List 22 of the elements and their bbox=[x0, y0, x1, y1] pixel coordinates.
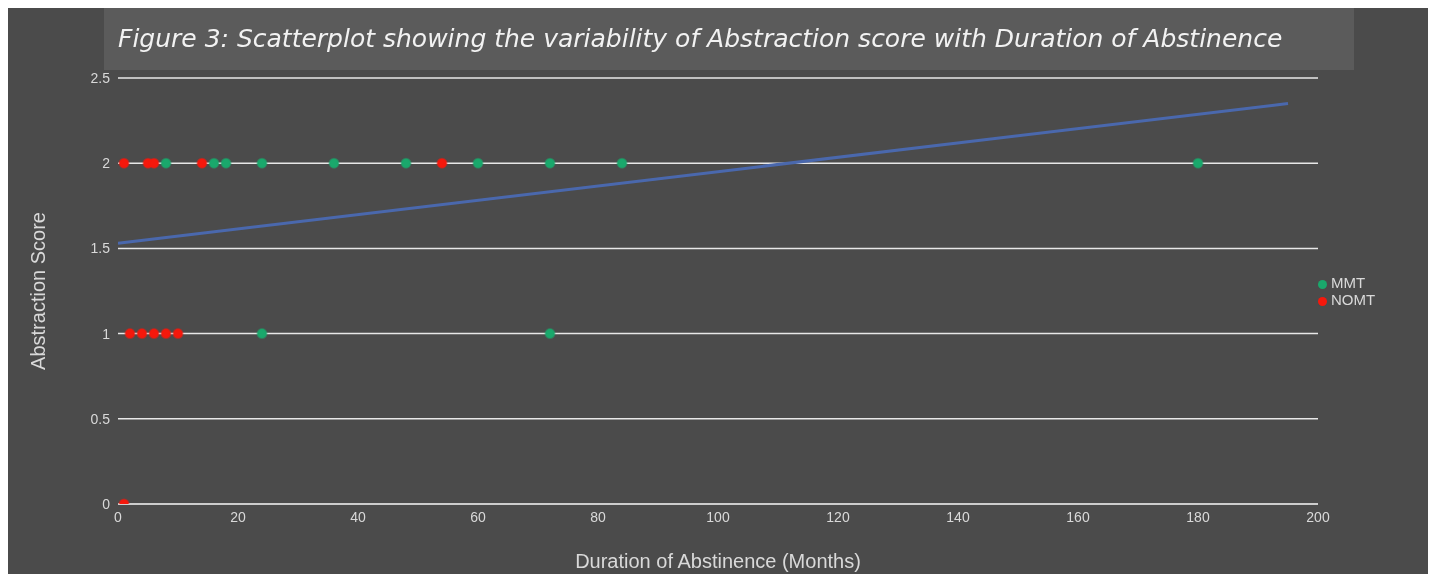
y-tick-label: 1.5 bbox=[90, 240, 111, 257]
x-tick-label: 40 bbox=[350, 508, 366, 525]
x-tick-label: 180 bbox=[1186, 508, 1210, 525]
y-tick-label: 0 bbox=[102, 495, 111, 512]
x-tick-label: 20 bbox=[230, 508, 246, 525]
chart-title: Figure 3: Scatterplot showing the variability of Abstraction score with Duration of Abstinence bbox=[104, 8, 1354, 70]
x-tick-label: 160 bbox=[1066, 508, 1090, 525]
y-tick-label: 1 bbox=[102, 325, 111, 342]
legend-label: MMT bbox=[1331, 274, 1366, 291]
y-axis-title: Abstraction Score bbox=[27, 212, 50, 370]
x-tick-label: 140 bbox=[946, 508, 970, 525]
x-tick-label: 200 bbox=[1306, 508, 1330, 525]
x-axis-title: Duration of Abstinence (Months) bbox=[575, 550, 861, 572]
y-tick-label: 0.5 bbox=[90, 410, 111, 427]
x-tick-label: 60 bbox=[470, 508, 486, 525]
y-tick-label: 2 bbox=[102, 155, 111, 172]
legend-label: NOMT bbox=[1331, 291, 1376, 308]
y-tick-label: 2.5 bbox=[90, 69, 111, 86]
x-tick-label: 80 bbox=[590, 508, 606, 525]
x-tick-label: 0 bbox=[114, 508, 123, 525]
x-tick-label: 100 bbox=[706, 508, 730, 525]
x-tick-label: 120 bbox=[826, 508, 850, 525]
